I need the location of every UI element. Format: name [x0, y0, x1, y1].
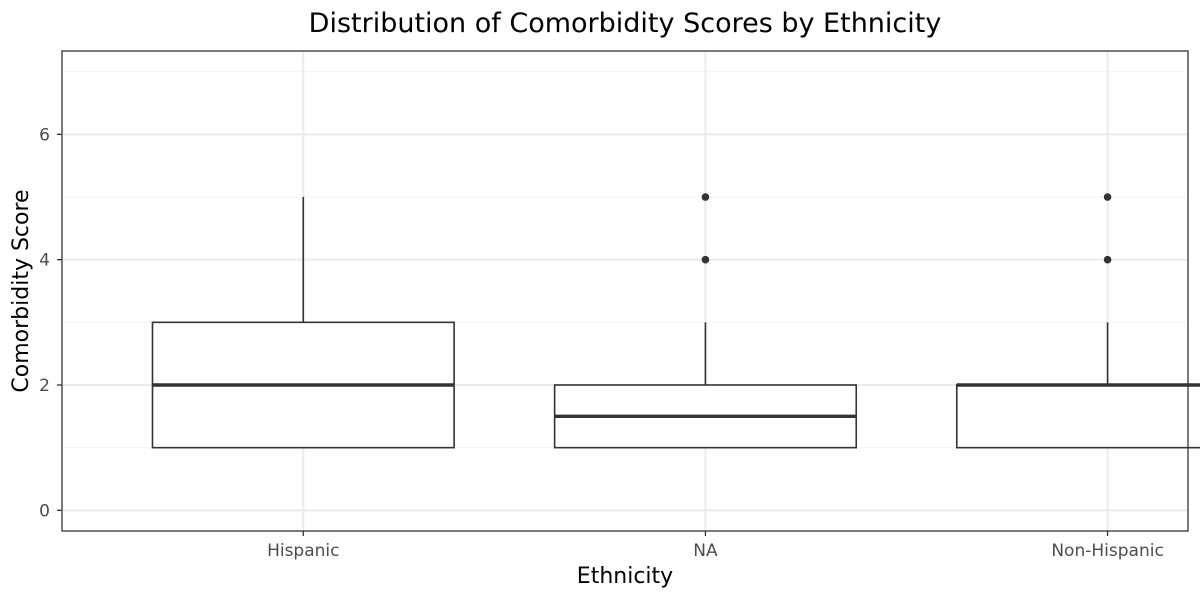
- outlier-point: [701, 255, 710, 264]
- box-iqr: [955, 384, 1200, 449]
- x-axis: Hispanic NA Non-Hispanic: [267, 531, 1164, 561]
- y-axis: 0 2 4 6: [39, 125, 62, 521]
- x-tick-label: Non-Hispanic: [1051, 541, 1163, 561]
- x-tick-label: NA: [693, 541, 718, 561]
- x-axis-title: Ethnicity: [577, 564, 673, 589]
- panel-border: [61, 50, 1189, 532]
- y-tick-label: 4: [39, 251, 50, 271]
- box-group: [955, 193, 1200, 449]
- box-group: [151, 197, 455, 449]
- outlier-point: [1103, 255, 1112, 264]
- y-axis-title: Comorbidity Score: [9, 189, 34, 392]
- box-group: [553, 193, 858, 449]
- x-tick-label: Hispanic: [267, 541, 339, 561]
- boxes: [151, 193, 1200, 449]
- y-tick-label: 6: [39, 125, 50, 145]
- y-tick-label: 0: [39, 501, 50, 521]
- panel-background: [62, 51, 1188, 531]
- chart-title: Distribution of Comorbidity Scores by Et…: [309, 8, 942, 39]
- y-tick-label: 2: [39, 376, 50, 396]
- outlier-point: [1103, 193, 1112, 201]
- grid: [62, 51, 1188, 531]
- outlier-point: [701, 193, 710, 201]
